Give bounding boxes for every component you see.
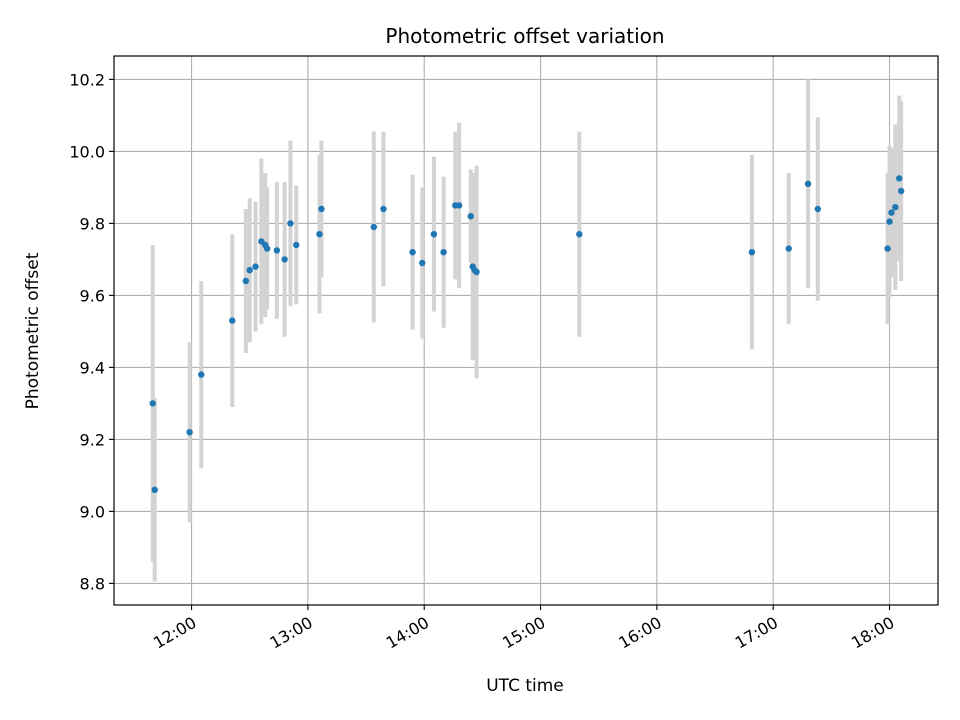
data-point: [318, 205, 325, 213]
data-point: [293, 241, 300, 249]
data-point: [316, 231, 323, 238]
data-point: [273, 247, 281, 254]
y-tick-label: 9.0: [80, 502, 105, 521]
chart-title: Photometric offset variation: [385, 24, 664, 48]
data-point: [151, 486, 158, 493]
data-point: [246, 267, 253, 274]
data-point: [467, 213, 474, 220]
data-point: [440, 249, 447, 256]
data-point: [896, 175, 903, 182]
y-tick-label: 10.0: [69, 142, 105, 161]
y-tick-label: 8.8: [80, 574, 105, 593]
x-axis-label: UTC time: [486, 676, 564, 696]
data-point: [785, 245, 792, 252]
data-point: [884, 245, 891, 252]
data-point: [186, 429, 193, 436]
data-point: [263, 245, 271, 252]
data-point: [576, 231, 583, 238]
data-point: [380, 205, 387, 213]
data-points: [149, 175, 905, 493]
data-point: [252, 263, 259, 270]
data-point: [748, 249, 756, 256]
y-tick-label: 9.6: [80, 286, 105, 305]
data-point: [149, 400, 156, 407]
data-point: [430, 231, 438, 238]
plot-area-frame: [113, 55, 939, 606]
y-tick-label: 9.2: [80, 430, 105, 449]
data-point: [892, 204, 899, 211]
data-point: [473, 268, 480, 276]
y-tick-label: 9.8: [80, 214, 105, 233]
y-tick-label: 9.4: [80, 358, 105, 377]
data-point: [229, 317, 236, 324]
y-axis-label: Photometric offset: [23, 252, 43, 409]
data-point: [370, 223, 378, 231]
data-point: [281, 256, 288, 263]
y-axis-ticks: 8.8 9.0 9.2 9.4 9.6 9.8 10.0 10.2: [69, 70, 114, 593]
data-point: [897, 187, 905, 195]
data-point: [287, 220, 294, 227]
data-point: [814, 205, 821, 213]
data-point: [419, 259, 426, 267]
data-point: [886, 218, 893, 225]
data-point: [888, 209, 895, 216]
data-point: [804, 180, 812, 187]
data-point: [455, 202, 463, 209]
data-point: [409, 249, 416, 256]
data-point: [198, 371, 205, 378]
data-point: [242, 277, 250, 285]
y-tick-label: 10.2: [69, 70, 105, 89]
